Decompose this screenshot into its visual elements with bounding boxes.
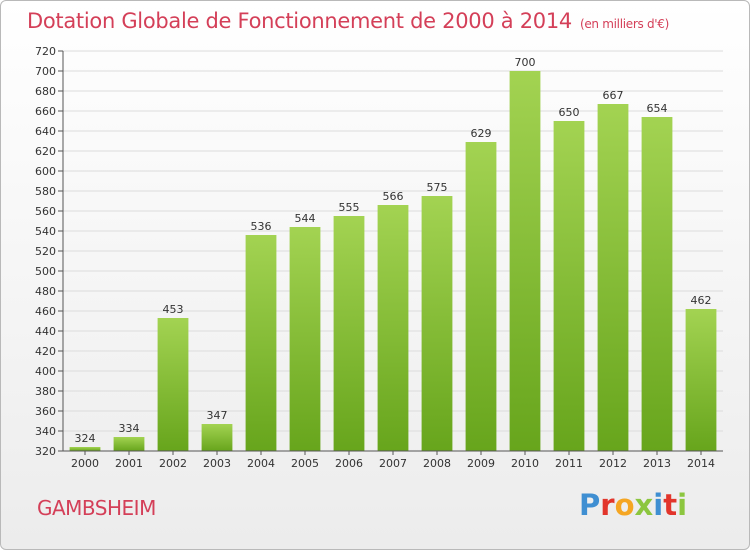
data-label-2000: 324 xyxy=(75,432,96,445)
bars: 324 334 453 347 536 544 555 566 575 629 700 650 667 6… xyxy=(69,56,717,451)
data-label-2004: 536 xyxy=(251,220,272,233)
x-tick-label: 2009 xyxy=(467,457,495,470)
chart-unit: (en milliers d'€) xyxy=(579,17,669,31)
data-label-2011: 650 xyxy=(559,106,580,119)
chart-title-text: Dotation Globale de Fonctionnement de 20… xyxy=(27,9,572,33)
bar-2011 xyxy=(553,121,585,451)
y-tick-label: 640 xyxy=(35,125,56,138)
x-tick-label: 2003 xyxy=(203,457,231,470)
bar-2013 xyxy=(641,117,673,451)
bar-2004 xyxy=(245,235,277,451)
bar-2003 xyxy=(201,424,233,451)
proxiti-logo: Proxiti xyxy=(579,488,687,522)
chart-title: Dotation Globale de Fonctionnement de 20… xyxy=(27,9,669,33)
bar-2009 xyxy=(465,142,497,451)
y-tick-label: 400 xyxy=(35,365,56,378)
bar-2008 xyxy=(421,196,453,451)
bar-2000 xyxy=(69,447,101,451)
y-tick-label: 660 xyxy=(35,105,56,118)
data-label-2003: 347 xyxy=(207,409,228,422)
y-tick-label: 680 xyxy=(35,85,56,98)
y-tick-label: 520 xyxy=(35,245,56,258)
data-label-2009: 629 xyxy=(471,127,492,140)
x-tick-label: 2012 xyxy=(599,457,627,470)
x-tick-label: 2001 xyxy=(115,457,143,470)
commune-name: GAMBSHEIM xyxy=(37,496,156,520)
data-label-2010: 700 xyxy=(515,56,536,69)
x-tick-label: 2004 xyxy=(247,457,275,470)
x-tick-label: 2011 xyxy=(555,457,583,470)
bar-2010 xyxy=(509,71,541,451)
logo-letter: r xyxy=(600,488,615,522)
x-tick-label: 2014 xyxy=(687,457,715,470)
y-tick-label: 460 xyxy=(35,305,56,318)
x-tick-label: 2010 xyxy=(511,457,539,470)
data-label-2012: 667 xyxy=(603,89,624,102)
y-tick-label: 440 xyxy=(35,325,56,338)
data-label-2005: 544 xyxy=(295,212,316,225)
y-tick-label: 700 xyxy=(35,65,56,78)
logo-letter: x xyxy=(634,488,654,522)
y-tick-label: 360 xyxy=(35,405,56,418)
bar-2007 xyxy=(377,205,409,451)
y-axis: 320 340 360 380 400 420 440 460 480 500 520 540 560 5… xyxy=(35,45,64,458)
bar-2005 xyxy=(289,227,321,451)
bar-2014 xyxy=(685,309,717,451)
y-tick-label: 620 xyxy=(35,145,56,158)
y-tick-label: 480 xyxy=(35,285,56,298)
x-tick-label: 2005 xyxy=(291,457,319,470)
bar-2012 xyxy=(597,104,629,451)
y-tick-label: 580 xyxy=(35,185,56,198)
x-tick-label: 2007 xyxy=(379,457,407,470)
x-tick-label: 2002 xyxy=(159,457,187,470)
logo-letter: P xyxy=(579,488,601,522)
bar-2001 xyxy=(113,437,145,451)
data-label-2006: 555 xyxy=(339,201,360,214)
x-tick-label: 2008 xyxy=(423,457,451,470)
y-tick-label: 540 xyxy=(35,225,56,238)
data-label-2002: 453 xyxy=(163,303,184,316)
y-tick-label: 420 xyxy=(35,345,56,358)
logo-letter: i xyxy=(677,488,688,522)
x-tick-label: 2006 xyxy=(335,457,363,470)
bar-2006 xyxy=(333,216,365,451)
x-tick-label: 2000 xyxy=(71,457,99,470)
y-tick-label: 500 xyxy=(35,265,56,278)
y-tick-label: 720 xyxy=(35,45,56,58)
y-tick-label: 600 xyxy=(35,165,56,178)
logo-letter: i xyxy=(653,488,664,522)
data-label-2001: 334 xyxy=(119,422,140,435)
data-label-2007: 566 xyxy=(383,190,404,203)
y-tick-label: 560 xyxy=(35,205,56,218)
x-tick-label: 2013 xyxy=(643,457,671,470)
data-label-2008: 575 xyxy=(427,181,448,194)
logo-letter: o xyxy=(614,488,635,522)
y-tick-label: 320 xyxy=(35,445,56,458)
data-label-2014: 462 xyxy=(691,294,712,307)
y-tick-label: 380 xyxy=(35,385,56,398)
y-tick-label: 340 xyxy=(35,425,56,438)
x-axis: 2000 2001 2002 2003 2004 2005 2006 2007 2008 2009… xyxy=(63,450,723,470)
bar-2002 xyxy=(157,318,189,451)
data-label-2013: 654 xyxy=(647,102,668,115)
logo-letter: t xyxy=(663,488,678,522)
